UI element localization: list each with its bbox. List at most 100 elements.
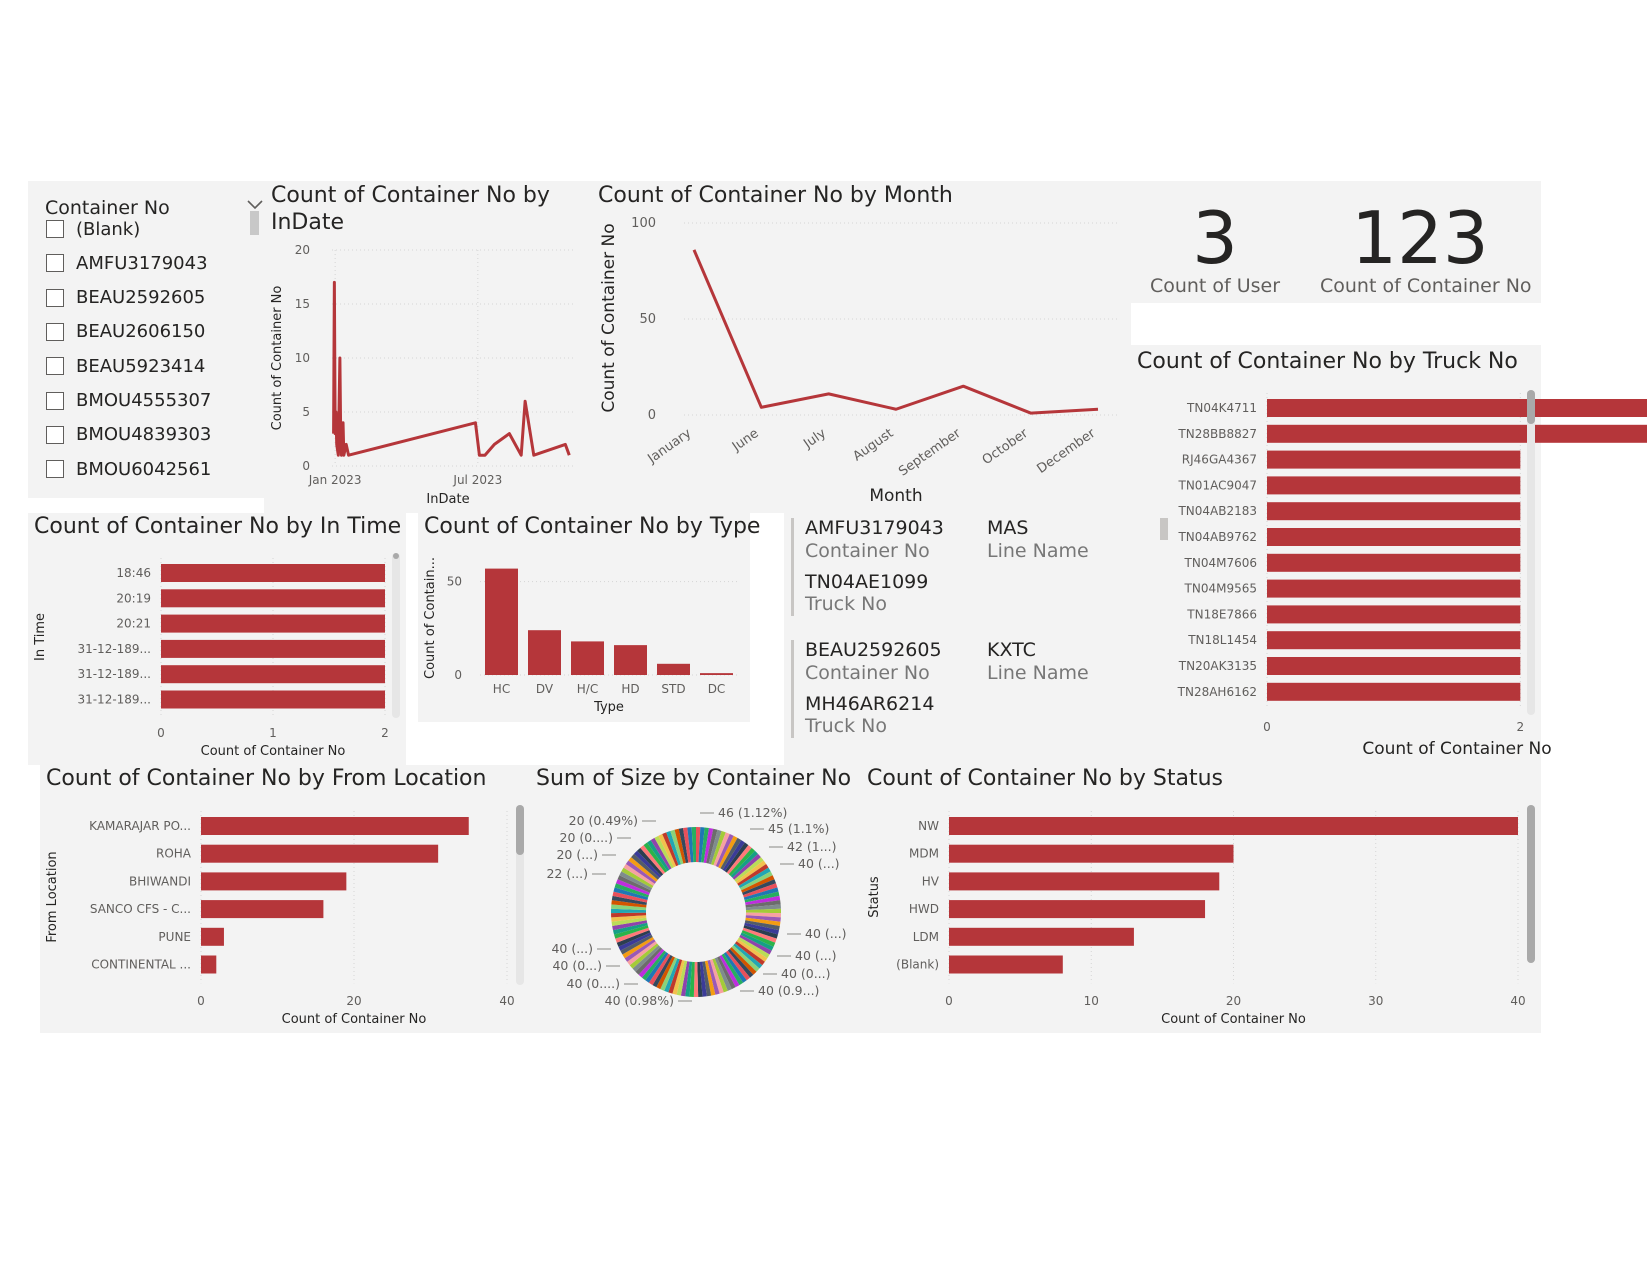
bar[interactable] xyxy=(485,568,518,675)
donut-slice[interactable] xyxy=(623,863,655,886)
donut-slice[interactable] xyxy=(714,957,732,991)
donut-slice[interactable] xyxy=(715,833,734,868)
donut-slice[interactable] xyxy=(611,895,647,905)
donut-slice[interactable] xyxy=(662,832,679,867)
donut-slice[interactable] xyxy=(713,832,730,867)
checkbox[interactable] xyxy=(46,460,64,479)
bar[interactable] xyxy=(571,641,604,675)
bar[interactable] xyxy=(1267,553,1521,572)
donut-slice[interactable] xyxy=(697,961,703,997)
bar[interactable] xyxy=(161,665,385,684)
donut-slice[interactable] xyxy=(745,908,781,914)
donut-slice[interactable] xyxy=(731,945,760,972)
bar[interactable] xyxy=(1267,682,1521,701)
donut-slice[interactable] xyxy=(743,925,778,939)
donut-slice[interactable] xyxy=(733,943,763,969)
donut-slice[interactable] xyxy=(612,891,648,903)
bar[interactable] xyxy=(1267,579,1521,598)
donut-slice[interactable] xyxy=(628,857,658,882)
donut-slice[interactable] xyxy=(650,837,672,870)
donut-slice[interactable] xyxy=(736,939,768,962)
bar[interactable] xyxy=(161,639,385,658)
donut-slice[interactable] xyxy=(616,879,650,896)
donut-slice[interactable] xyxy=(727,948,754,978)
donut-slice[interactable] xyxy=(738,867,771,889)
bar[interactable] xyxy=(1267,476,1521,495)
donut-slice[interactable] xyxy=(611,900,647,908)
donut-slice[interactable] xyxy=(696,827,701,863)
donut-slice[interactable] xyxy=(611,908,647,914)
donut-slice[interactable] xyxy=(745,915,781,922)
donut-slice[interactable] xyxy=(670,829,684,865)
bar[interactable] xyxy=(201,955,217,974)
slicer-item[interactable]: BMOU4555307 xyxy=(46,389,211,413)
bar[interactable] xyxy=(201,817,469,835)
donut-slice[interactable] xyxy=(711,830,726,866)
donut-slice[interactable] xyxy=(620,934,653,955)
donut-slice[interactable] xyxy=(744,891,780,903)
donut-slice[interactable] xyxy=(737,937,770,959)
bar[interactable] xyxy=(201,872,347,891)
donut-slice[interactable] xyxy=(726,845,752,875)
donut-slice[interactable] xyxy=(745,917,781,927)
donut-slice[interactable] xyxy=(721,953,744,986)
intime-chart-scrollbar[interactable] xyxy=(392,553,400,718)
donut-slice[interactable] xyxy=(672,960,685,995)
checkbox[interactable] xyxy=(46,288,64,307)
bar[interactable] xyxy=(949,900,1206,919)
bar[interactable] xyxy=(700,673,733,675)
donut-slice[interactable] xyxy=(611,915,647,922)
truck-chart-scrollbar[interactable] xyxy=(1527,390,1535,715)
slicer-item[interactable]: BEAU2592605 xyxy=(46,286,205,310)
slicer-item[interactable]: BMOU6042561 xyxy=(46,457,211,481)
donut-slice[interactable] xyxy=(621,867,654,889)
donut-slice[interactable] xyxy=(743,887,779,900)
bar[interactable] xyxy=(528,630,561,675)
chevron-down-icon[interactable] xyxy=(246,198,264,212)
bar[interactable] xyxy=(657,663,690,675)
donut-slice[interactable] xyxy=(640,845,666,875)
donut-slice[interactable] xyxy=(647,840,670,872)
donut-slice[interactable] xyxy=(635,947,663,975)
checkbox[interactable] xyxy=(46,254,64,273)
donut-slice[interactable] xyxy=(687,827,694,863)
donut-slice[interactable] xyxy=(742,927,777,943)
donut-slice[interactable] xyxy=(743,883,778,898)
donut-slice[interactable] xyxy=(745,904,781,911)
bar[interactable] xyxy=(201,927,224,946)
donut-slice[interactable] xyxy=(652,954,673,988)
donut-slice[interactable] xyxy=(634,850,662,878)
donut-slice[interactable] xyxy=(745,900,781,908)
series-line[interactable] xyxy=(332,280,571,457)
donut-slice[interactable] xyxy=(732,853,761,880)
donut-slice[interactable] xyxy=(724,842,749,873)
bar[interactable] xyxy=(161,614,385,633)
donut-slice[interactable] xyxy=(718,835,738,869)
donut-slice[interactable] xyxy=(622,937,655,959)
donut-slice[interactable] xyxy=(728,847,755,876)
donut-slice[interactable] xyxy=(624,939,656,962)
donut-slice[interactable] xyxy=(666,830,681,866)
bar[interactable] xyxy=(949,955,1063,974)
bar[interactable] xyxy=(949,872,1220,891)
donut-slice[interactable] xyxy=(717,956,736,990)
donut-slice[interactable] xyxy=(703,827,714,864)
donut-slice[interactable] xyxy=(643,842,668,873)
series-line[interactable] xyxy=(692,249,1099,415)
donut-slice[interactable] xyxy=(625,860,657,884)
donut-slice[interactable] xyxy=(742,879,776,896)
donut-slice[interactable] xyxy=(704,960,716,996)
donut-slice[interactable] xyxy=(699,961,707,997)
donut-slice[interactable] xyxy=(730,850,758,878)
donut-slice[interactable] xyxy=(709,959,724,994)
donut-slice[interactable] xyxy=(737,863,769,886)
checkbox[interactable] xyxy=(46,357,64,376)
donut-slice[interactable] xyxy=(615,927,650,943)
donut-slice[interactable] xyxy=(616,930,651,947)
donut-slice[interactable] xyxy=(612,922,648,935)
donut-slice[interactable] xyxy=(712,958,728,993)
donut-slice[interactable] xyxy=(723,952,747,983)
checkbox[interactable] xyxy=(46,322,64,341)
donut-slice[interactable] xyxy=(611,912,647,918)
scrollbar-thumb[interactable] xyxy=(1527,390,1535,424)
